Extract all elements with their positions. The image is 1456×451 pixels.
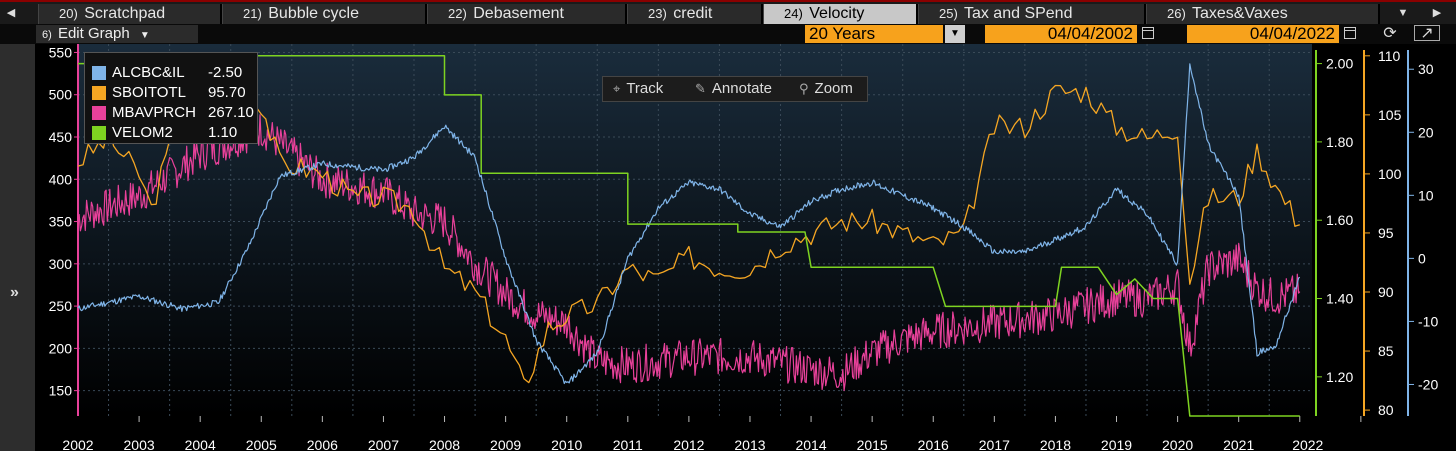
period-select[interactable]: 20 Years <box>805 25 943 43</box>
x-tick-label: 2020 <box>1162 437 1193 451</box>
start-calendar-icon[interactable] <box>1142 27 1154 39</box>
legend: ALCBC&IL -2.50 SBOITOTL 95.70 MBAVPRCH 2… <box>84 52 258 144</box>
chart-tools: ⌖ Track ✎ Annotate ⚲ Zoom <box>602 76 868 102</box>
x-tick-label: 2008 <box>429 437 460 451</box>
period-dropdown-icon[interactable]: ▼ <box>945 25 965 43</box>
tab-credit[interactable]: 23) credit <box>627 4 763 24</box>
refresh-icon[interactable]: ⟳ <box>1383 25 1397 42</box>
x-tick-label: 2021 <box>1223 437 1254 451</box>
velo-tick-label: 1.80 <box>1326 134 1353 150</box>
left-tick-label: 300 <box>49 256 73 272</box>
toolbar: 6) Edit Graph ▼ 20 Years ▼ 04/04/2002 04… <box>0 24 1456 44</box>
x-tick-label: 2017 <box>979 437 1010 451</box>
tab-scroll-left-icon[interactable]: ◀ <box>6 7 16 19</box>
velo-tick-label: 1.20 <box>1326 369 1353 385</box>
tab-bar: ◀ 20) Scratchpad 21) Bubble cycle 22) De… <box>0 2 1456 24</box>
chevron-down-icon: ▼ <box>139 30 150 41</box>
pencil-icon: ✎ <box>695 81 706 96</box>
x-tick-label: 2002 <box>62 437 93 451</box>
sboi-tick-label: 80 <box>1378 402 1394 418</box>
track-button[interactable]: ⌖ Track <box>613 80 664 97</box>
series-line-alcbcil <box>77 63 1301 385</box>
side-panel: » <box>0 44 35 451</box>
alcbc-tick-label: 20 <box>1418 124 1434 140</box>
start-date-field[interactable]: 04/04/2002 <box>985 25 1137 43</box>
tab-debasement[interactable]: 22) Debasement <box>427 4 627 24</box>
legend-swatch <box>92 106 106 120</box>
alcbc-tick-label: 10 <box>1418 187 1434 203</box>
legend-swatch <box>92 126 106 140</box>
tab-scroll-right-icon[interactable]: ▶ <box>1432 7 1442 19</box>
tab-bubble-cycle[interactable]: 21) Bubble cycle <box>222 4 427 24</box>
legend-swatch <box>92 66 106 80</box>
sboi-tick-label: 95 <box>1378 225 1394 241</box>
crosshair-icon: ⌖ <box>613 81 621 96</box>
edit-graph-button[interactable]: 6) Edit Graph ▼ <box>36 25 198 43</box>
alcbc-tick-label: 30 <box>1418 61 1434 77</box>
series-line-velom2 <box>78 54 1300 417</box>
end-date-field[interactable]: 04/04/2022 <box>1187 25 1339 43</box>
velo-tick-label: 2.00 <box>1326 56 1353 72</box>
x-tick-label: 2016 <box>918 437 949 451</box>
x-tick-label: 2010 <box>551 437 582 451</box>
sboi-tick-label: 110 <box>1378 48 1401 64</box>
x-tick-label: 2013 <box>734 437 765 451</box>
left-tick-label: 250 <box>49 298 73 314</box>
tab-scratchpad[interactable]: 20) Scratchpad <box>38 4 222 24</box>
sboi-tick-label: 90 <box>1378 284 1394 300</box>
x-tick-label: 2011 <box>613 437 643 451</box>
alcbc-tick-label: -10 <box>1418 313 1438 329</box>
top-accent-bar <box>0 0 1456 2</box>
legend-swatch <box>92 86 106 100</box>
left-tick-label: 400 <box>49 171 73 187</box>
alcbc-tick-label: 0 <box>1418 250 1426 266</box>
x-tick-label: 2014 <box>795 437 826 451</box>
sboi-tick-label: 105 <box>1378 107 1402 123</box>
x-tick-label: 2015 <box>857 437 888 451</box>
x-tick-label: 2022 <box>1292 437 1323 451</box>
x-tick-label: 2018 <box>1040 437 1071 451</box>
annotate-button[interactable]: ✎ Annotate <box>695 80 772 97</box>
left-tick-label: 350 <box>49 214 73 230</box>
left-tick-label: 550 <box>49 44 73 60</box>
series-line-mbavprch <box>77 114 1301 392</box>
tab-menu-icon[interactable]: ▼ <box>1397 7 1409 19</box>
magnifier-icon: ⚲ <box>799 81 809 96</box>
series-line-sboitotl <box>77 84 1301 384</box>
tab-tax-and-spend[interactable]: 25) Tax and SPend <box>918 4 1146 24</box>
velo-tick-label: 1.60 <box>1326 212 1353 228</box>
x-tick-label: 2003 <box>124 437 155 451</box>
plot-background <box>78 44 1312 416</box>
tab-velocity[interactable]: 24) Velocity <box>763 4 918 24</box>
tab-taxes-vaxes[interactable]: 26) Taxes&Vaxes <box>1146 4 1380 24</box>
zoom-button[interactable]: ⚲ Zoom <box>799 80 853 97</box>
x-tick-label: 2004 <box>185 437 216 451</box>
x-tick-label: 2009 <box>490 437 521 451</box>
velo-tick-label: 1.40 <box>1326 291 1353 307</box>
x-tick-label: 2006 <box>307 437 338 451</box>
end-calendar-icon[interactable] <box>1344 27 1356 39</box>
left-tick-label: 450 <box>49 129 73 145</box>
expand-panel-icon[interactable]: » <box>10 284 19 301</box>
sboi-tick-label: 100 <box>1378 166 1402 182</box>
x-tick-label: 2019 <box>1101 437 1132 451</box>
alcbc-tick-label: -20 <box>1418 376 1438 392</box>
x-tick-label: 2005 <box>246 437 277 451</box>
left-tick-label: 200 <box>49 340 73 356</box>
x-tick-label: 2007 <box>368 437 399 451</box>
left-tick-label: 500 <box>49 87 73 103</box>
left-tick-label: 150 <box>49 383 73 399</box>
x-tick-label: 2012 <box>673 437 704 451</box>
expand-icon[interactable]: ↗ <box>1414 25 1440 42</box>
sboi-tick-label: 85 <box>1378 343 1394 359</box>
